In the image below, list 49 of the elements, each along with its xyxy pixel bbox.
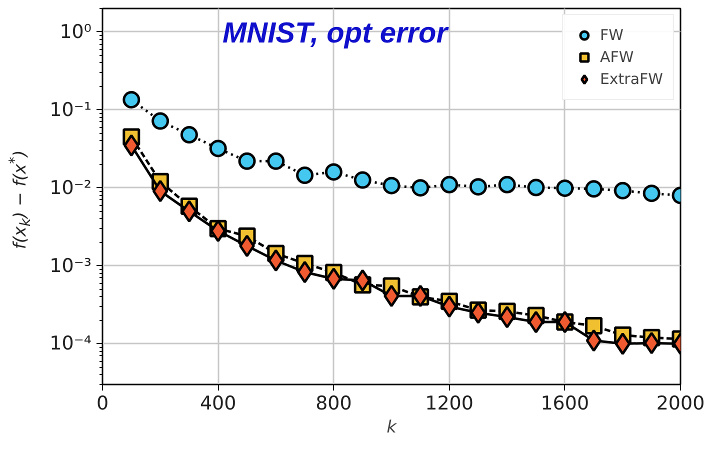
- y-tick-label: 10⁻¹: [50, 98, 92, 121]
- x-tick-label: 400: [200, 392, 236, 414]
- legend-label: AFW: [600, 48, 634, 66]
- point: [268, 249, 284, 272]
- point: [296, 260, 313, 284]
- point: [382, 176, 400, 194]
- point: [326, 268, 342, 290]
- point: [614, 182, 632, 200]
- point: [181, 200, 198, 223]
- point: [556, 179, 574, 197]
- point: [123, 134, 140, 157]
- point: [585, 317, 603, 335]
- legend-label: FW: [600, 26, 624, 44]
- chart-title: MNIST, opt error: [222, 18, 450, 50]
- point: [180, 126, 198, 144]
- point: [209, 140, 227, 158]
- legend-label: ExtraFW: [600, 70, 663, 88]
- point: [122, 91, 140, 108]
- point: [499, 306, 516, 328]
- point: [527, 178, 545, 196]
- point: [586, 329, 602, 352]
- point: [238, 152, 256, 170]
- x-tick-label: 2000: [656, 392, 705, 414]
- point: [585, 180, 603, 198]
- point: [498, 176, 516, 194]
- point: [267, 152, 285, 170]
- point: [324, 163, 342, 181]
- point: [296, 166, 314, 184]
- point: [412, 284, 428, 308]
- point: [440, 176, 458, 194]
- point: [152, 180, 168, 202]
- x-tick-label: 1200: [425, 392, 474, 414]
- x-axis-title: k: [386, 418, 398, 438]
- y-tick-label: 10⁻²: [50, 176, 92, 199]
- y-tick-label: 10⁻⁴: [50, 332, 92, 355]
- point: [644, 332, 660, 354]
- point: [469, 178, 487, 196]
- point: [354, 171, 372, 189]
- point: [412, 179, 430, 197]
- x-tick-label: 1600: [540, 392, 590, 414]
- point: [441, 295, 458, 318]
- x-tick-label: 0: [96, 392, 109, 414]
- x-tick-label: 800: [316, 392, 352, 414]
- point: [642, 184, 660, 202]
- point: [152, 112, 170, 130]
- y-tick-label: 10⁰: [60, 20, 92, 43]
- y-tick-label: 10⁻³: [50, 254, 92, 277]
- point: [354, 269, 371, 292]
- point: [614, 332, 631, 355]
